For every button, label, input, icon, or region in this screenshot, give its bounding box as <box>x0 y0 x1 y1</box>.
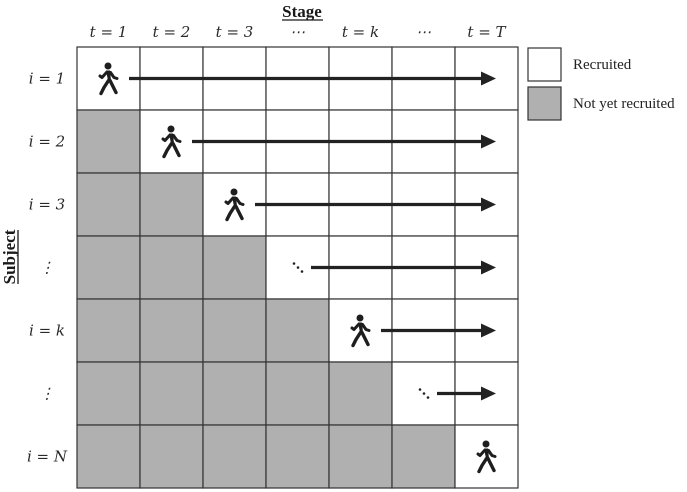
row-title-group: Subject <box>0 229 19 284</box>
cell-not-yet-recruited <box>265 298 330 363</box>
legend-recruited-label: Recruited <box>573 57 632 73</box>
recruitment-arrow <box>255 197 496 212</box>
row-labels: i = 1 i = 2 i = 3 ⋮ i = k ⋮ i = N <box>27 70 68 466</box>
diagonal-dots <box>292 262 304 273</box>
row-label: i = k <box>29 322 65 340</box>
row-label: ⋮ <box>40 259 55 277</box>
cell-not-yet-recruited <box>202 361 267 426</box>
cell-not-yet-recruited <box>328 361 393 426</box>
row-label: i = 3 <box>29 196 65 214</box>
cell-not-yet-recruited <box>265 424 330 489</box>
cell-not-yet-recruited <box>328 424 393 489</box>
row-label: i = 2 <box>29 133 65 151</box>
row-label: i = 1 <box>29 70 65 88</box>
cell-not-yet-recruited <box>202 424 267 489</box>
cell-not-yet-recruited <box>76 424 141 489</box>
column-label: ⋯ <box>290 23 305 41</box>
cell-not-yet-recruited <box>391 424 456 489</box>
legend: Recruited Not yet recruited <box>527 47 675 121</box>
cell-not-yet-recruited <box>202 235 267 300</box>
column-label: t = k <box>342 23 379 41</box>
column-label: t = 2 <box>153 23 191 41</box>
row-label: ⋮ <box>40 385 55 403</box>
row-markers <box>98 60 497 474</box>
recruitment-arrow <box>192 134 496 149</box>
cell-not-yet-recruited <box>139 172 204 237</box>
column-label: t = 1 <box>90 23 128 41</box>
cell-not-yet-recruited <box>139 298 204 363</box>
cell-not-yet-recruited <box>76 109 141 174</box>
column-title: Stage <box>282 2 322 21</box>
cell-recruited <box>454 424 519 489</box>
cell-not-yet-recruited <box>139 424 204 489</box>
column-labels: t = 1 t = 2 t = 3 ⋯ t = k ⋯ t = T <box>90 23 507 41</box>
cell-not-yet-recruited <box>76 235 141 300</box>
column-label: t = T <box>467 23 506 41</box>
legend-not-recruited-label: Not yet recruited <box>573 96 675 112</box>
recruitment-arrow <box>129 71 496 86</box>
cell-not-yet-recruited <box>265 361 330 426</box>
cell-not-yet-recruited <box>76 172 141 237</box>
legend-not-recruited-swatch <box>527 86 562 121</box>
row-title: Subject <box>0 229 19 284</box>
cell-not-yet-recruited <box>76 361 141 426</box>
legend-recruited-swatch <box>527 47 562 82</box>
recruitment-arrow <box>381 323 496 338</box>
row-label: i = N <box>27 448 68 466</box>
column-label: ⋯ <box>416 23 431 41</box>
recruitment-arrow <box>437 386 496 401</box>
cell-not-yet-recruited <box>202 298 267 363</box>
cell-not-yet-recruited <box>139 235 204 300</box>
cell-not-yet-recruited <box>76 298 141 363</box>
column-label: t = 3 <box>216 23 254 41</box>
recruitment-arrow <box>311 260 496 275</box>
cell-not-yet-recruited <box>139 361 204 426</box>
diagonal-dots <box>418 388 430 399</box>
